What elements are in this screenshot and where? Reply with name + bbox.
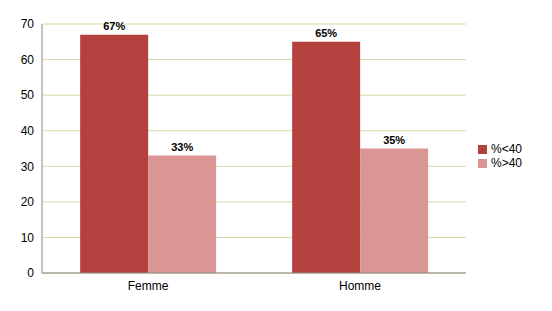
svg-text:30: 30 (21, 160, 35, 174)
svg-text:50: 50 (21, 88, 35, 102)
svg-text:60: 60 (21, 53, 35, 67)
svg-text:65%: 65% (315, 27, 337, 39)
svg-text:20: 20 (21, 195, 35, 209)
html-text:%<40: %<40 (491, 141, 522, 156)
svg-text:Homme: Homme (339, 279, 381, 293)
svg-text:70: 70 (21, 17, 35, 31)
svg-text:35%: 35% (383, 134, 405, 146)
svg-text:67%: 67% (103, 20, 125, 32)
svg-text:33%: 33% (171, 141, 193, 153)
html-text:%>40: %>40 (491, 155, 522, 170)
svg-text:Femme: Femme (128, 279, 169, 293)
svg-text:0: 0 (27, 266, 34, 280)
svg-text:10: 10 (21, 231, 35, 245)
svg-text:40: 40 (21, 124, 35, 138)
